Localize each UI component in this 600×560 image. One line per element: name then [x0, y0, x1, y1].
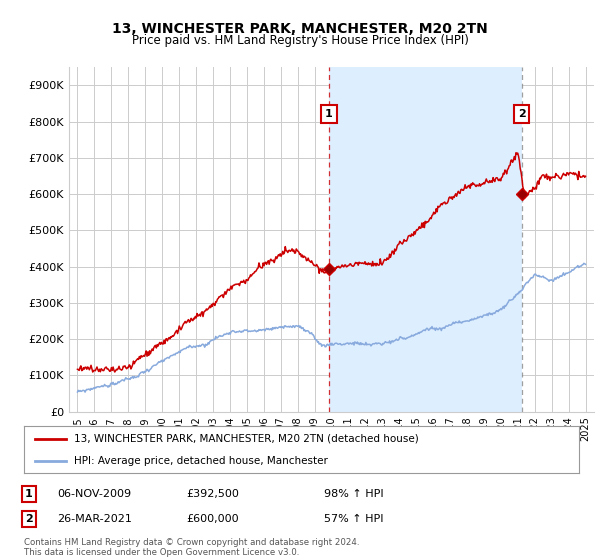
Text: 2: 2 [518, 109, 526, 119]
Text: 1: 1 [25, 489, 32, 499]
Text: 26-MAR-2021: 26-MAR-2021 [57, 514, 132, 524]
Text: 13, WINCHESTER PARK, MANCHESTER, M20 2TN: 13, WINCHESTER PARK, MANCHESTER, M20 2TN [112, 22, 488, 36]
Bar [329, 67, 521, 412]
Text: HPI: Average price, detached house, Manchester: HPI: Average price, detached house, Manc… [74, 456, 328, 466]
Text: £392,500: £392,500 [186, 489, 239, 499]
Text: 1: 1 [325, 109, 333, 119]
Text: 2: 2 [25, 514, 32, 524]
Text: £600,000: £600,000 [186, 514, 239, 524]
Text: Contains HM Land Registry data © Crown copyright and database right 2024.
This d: Contains HM Land Registry data © Crown c… [24, 538, 359, 557]
Text: 06-NOV-2009: 06-NOV-2009 [57, 489, 131, 499]
Text: 13, WINCHESTER PARK, MANCHESTER, M20 2TN (detached house): 13, WINCHESTER PARK, MANCHESTER, M20 2TN… [74, 434, 419, 444]
Text: 98% ↑ HPI: 98% ↑ HPI [324, 489, 383, 499]
Text: Price paid vs. HM Land Registry's House Price Index (HPI): Price paid vs. HM Land Registry's House … [131, 34, 469, 46]
Text: 57% ↑ HPI: 57% ↑ HPI [324, 514, 383, 524]
